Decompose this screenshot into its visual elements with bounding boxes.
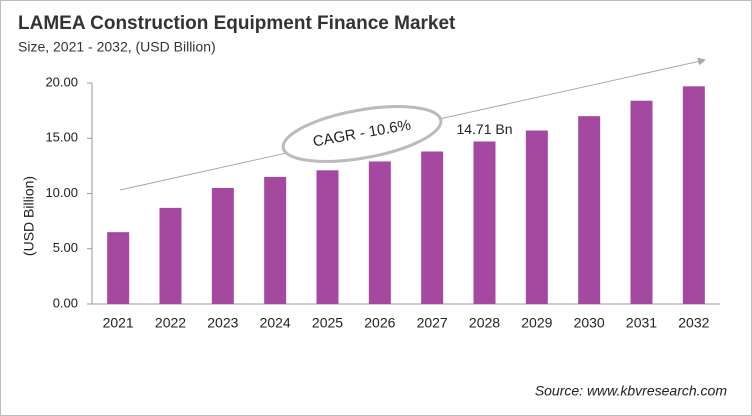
bar — [578, 116, 601, 305]
chart-subtitle: Size, 2021 - 2032, (USD Billion) — [18, 39, 216, 55]
bar — [525, 130, 548, 304]
bar — [368, 161, 391, 304]
x-tick-label: 2029 — [521, 315, 552, 331]
bar — [107, 232, 130, 304]
bar — [682, 86, 705, 304]
bar — [630, 100, 653, 305]
x-tick-label: 2026 — [364, 315, 395, 331]
x-tick-label: 2022 — [155, 315, 186, 331]
bar — [316, 170, 339, 304]
bar — [211, 187, 234, 304]
value-label: 14.71 Bn — [456, 121, 512, 137]
bar — [159, 207, 182, 304]
y-tick-label: 0.00 — [53, 295, 78, 310]
cagr-ellipse — [281, 105, 443, 163]
source: Source: www.kbvresearch.com — [535, 383, 728, 399]
bar — [473, 141, 496, 304]
y-tick-label: 10.00 — [45, 185, 78, 200]
x-tick-label: 2027 — [417, 315, 448, 331]
y-tick-label: 5.00 — [53, 240, 78, 255]
x-tick-label: 2023 — [207, 315, 238, 331]
x-tick-label: 2025 — [312, 315, 343, 331]
bar — [264, 176, 287, 304]
y-tick-label: 15.00 — [45, 130, 78, 145]
bar — [421, 151, 444, 304]
x-tick-label: 2028 — [469, 315, 500, 331]
x-tick-label: 2021 — [103, 315, 134, 331]
y-tick-label: 20.00 — [45, 74, 78, 89]
x-tick-label: 2030 — [574, 315, 605, 331]
chart-title: LAMEA Construction Equipment Finance Mar… — [18, 13, 456, 34]
x-tick-label: 2031 — [626, 315, 657, 331]
x-tick-label: 2024 — [260, 315, 291, 331]
x-tick-label: 2032 — [678, 315, 709, 331]
y-axis-label: (USD Billion) — [21, 176, 37, 256]
